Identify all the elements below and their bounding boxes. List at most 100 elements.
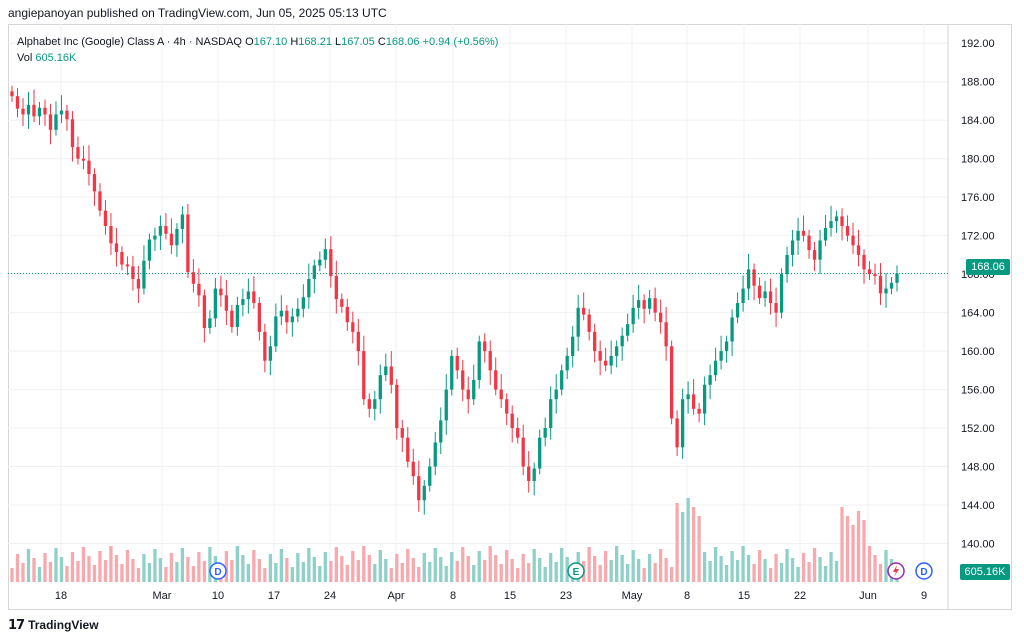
volume-bar xyxy=(395,554,399,582)
event-marker-icon[interactable]: E xyxy=(567,562,585,580)
volume-bar xyxy=(180,548,185,582)
candle-body xyxy=(609,355,613,366)
volume-bar xyxy=(422,553,426,582)
candle-body xyxy=(631,307,635,325)
volume-bar xyxy=(483,560,487,582)
footer-brand[interactable]: 𝟭𝟳 TradingView xyxy=(8,617,99,633)
candle-body xyxy=(224,295,229,311)
volume-bar xyxy=(175,562,179,582)
candle-body xyxy=(103,210,108,227)
volume-bar xyxy=(455,561,459,582)
volume-bar xyxy=(790,558,795,582)
volume-bar xyxy=(87,556,91,582)
volume-bar xyxy=(499,564,503,582)
volume-bar xyxy=(65,566,69,582)
candle-body xyxy=(411,461,415,477)
candle-body xyxy=(884,288,888,294)
volume-bar xyxy=(384,559,388,582)
candle-body xyxy=(268,346,273,361)
candle-body xyxy=(290,316,294,323)
candle-body xyxy=(26,104,31,115)
volume-bar xyxy=(224,551,229,582)
candle-body xyxy=(889,282,894,289)
candle-body xyxy=(422,485,426,501)
candle-body xyxy=(494,370,498,390)
candle-body xyxy=(70,119,75,148)
x-tick-label: 24 xyxy=(324,590,336,602)
volume-bar xyxy=(411,558,415,582)
candle-body xyxy=(98,191,102,211)
volume-bar xyxy=(329,561,333,582)
y-tick-label: 164.00 xyxy=(961,308,995,320)
candle-body xyxy=(582,307,586,315)
candle-body xyxy=(263,331,267,361)
candle-body xyxy=(367,399,371,409)
candle-body xyxy=(642,300,646,309)
x-tick-label: 15 xyxy=(504,590,516,602)
volume-bar xyxy=(164,567,168,582)
candle-body xyxy=(785,254,789,275)
volume-bar xyxy=(439,557,443,582)
volume-bar xyxy=(884,550,888,582)
volume-bar xyxy=(81,547,86,582)
volume-bar xyxy=(615,546,619,582)
candle-body xyxy=(208,318,212,329)
candle-body xyxy=(543,428,547,438)
svg-text:D: D xyxy=(214,567,221,578)
candle-body xyxy=(202,295,207,329)
candle-body xyxy=(856,245,861,255)
close-value: 168.06 xyxy=(385,36,420,48)
candle-body xyxy=(587,314,591,332)
close-label: C xyxy=(377,36,386,48)
volume-bar xyxy=(43,553,47,582)
volume-bar xyxy=(59,557,64,582)
candle-body xyxy=(752,269,756,286)
lightning-marker-icon[interactable] xyxy=(887,562,905,580)
candle-body xyxy=(757,285,762,299)
candle-body xyxy=(334,276,338,300)
volume-bar xyxy=(829,552,833,582)
volume-bar xyxy=(389,568,393,582)
volume-bar xyxy=(851,525,855,582)
candle-body xyxy=(488,351,492,371)
volume-bar xyxy=(230,560,234,582)
candle-body xyxy=(351,322,355,332)
candle-body xyxy=(834,216,839,222)
volume-bar xyxy=(246,564,251,582)
volume-bar xyxy=(15,554,20,582)
candle-body xyxy=(779,274,784,313)
candle-body xyxy=(120,252,124,265)
tradingview-logo-icon: 𝟭𝟳 xyxy=(8,617,25,632)
candle-body xyxy=(697,408,701,414)
candle-body xyxy=(472,379,476,400)
candle-body xyxy=(274,316,278,347)
candle-body xyxy=(43,107,47,115)
x-tick-label: Apr xyxy=(387,590,404,602)
brand-name: TradingView xyxy=(28,618,99,632)
x-tick-label: 22 xyxy=(794,590,806,602)
event-marker-icon[interactable]: D xyxy=(209,562,227,580)
volume-bar xyxy=(136,568,141,582)
candle-body xyxy=(829,221,833,228)
y-tick-label: 148.00 xyxy=(961,462,995,474)
volume-bar xyxy=(774,554,778,582)
volume-bar xyxy=(856,511,861,582)
event-marker-icon[interactable]: D xyxy=(915,562,933,580)
symbol-label[interactable]: Alphabet Inc (Google) Class A · 4h · NAS… xyxy=(17,36,242,48)
candle-body xyxy=(532,468,536,481)
candle-body xyxy=(235,304,240,328)
volume-bar xyxy=(378,550,382,582)
volume-bar xyxy=(263,568,267,582)
y-tick-label: 188.00 xyxy=(961,77,995,89)
candle-body xyxy=(873,274,877,277)
volume-bar xyxy=(257,559,262,582)
candle-body xyxy=(125,264,130,267)
candle-body xyxy=(527,466,531,481)
candle-body xyxy=(664,322,668,347)
candle-body xyxy=(658,312,663,323)
candle-body xyxy=(197,283,201,296)
candle-body xyxy=(560,370,564,390)
candle-body xyxy=(521,437,525,467)
volume-bar xyxy=(642,568,646,582)
